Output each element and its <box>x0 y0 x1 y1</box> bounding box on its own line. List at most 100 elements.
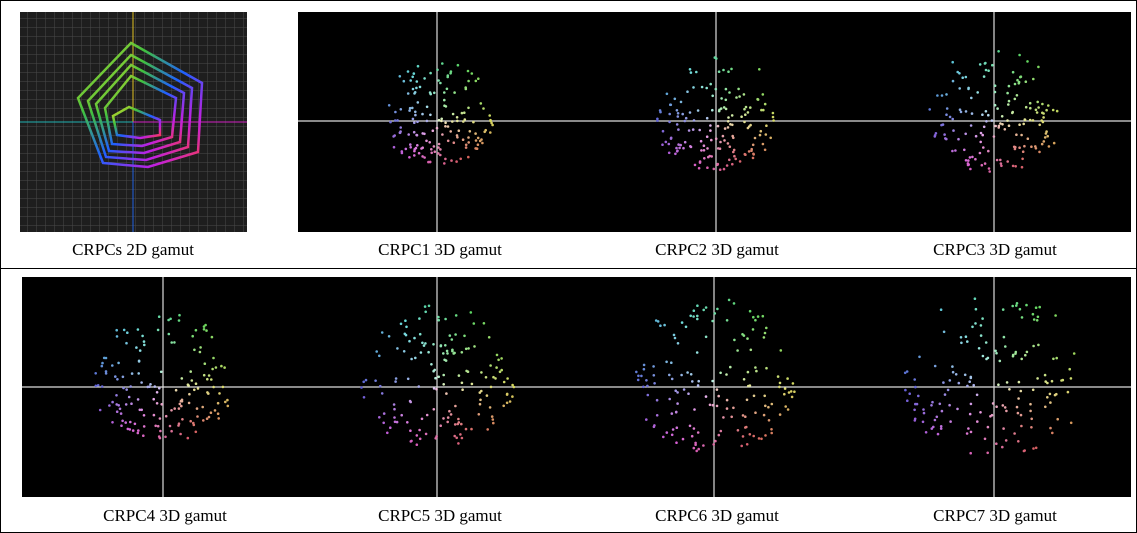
point <box>1042 112 1045 115</box>
point <box>482 322 486 325</box>
point <box>423 77 426 80</box>
point <box>1054 314 1057 317</box>
point <box>405 325 408 329</box>
point <box>1046 396 1049 399</box>
point <box>1042 116 1045 119</box>
point <box>121 375 125 379</box>
point <box>481 141 484 145</box>
point <box>712 443 715 446</box>
point <box>467 136 470 139</box>
point <box>983 437 987 441</box>
point <box>393 119 397 122</box>
point <box>1014 145 1017 149</box>
point <box>945 113 948 116</box>
point <box>149 383 152 386</box>
point <box>744 105 748 109</box>
point <box>696 314 699 318</box>
point <box>189 370 192 373</box>
point <box>214 366 218 369</box>
point <box>424 310 428 314</box>
point <box>986 425 990 429</box>
point <box>115 410 119 414</box>
point <box>738 160 742 163</box>
point <box>924 431 928 434</box>
point <box>1017 440 1020 443</box>
point <box>446 420 450 424</box>
point <box>999 162 1003 165</box>
point <box>938 402 942 406</box>
point <box>457 129 461 132</box>
point <box>984 110 988 113</box>
point <box>984 341 988 344</box>
point <box>1029 106 1032 110</box>
point <box>409 146 413 149</box>
point <box>656 320 660 323</box>
point <box>709 124 712 127</box>
point <box>743 120 746 124</box>
point <box>467 106 470 110</box>
point <box>485 394 489 397</box>
point <box>437 118 441 122</box>
point <box>425 105 429 109</box>
point <box>968 380 971 384</box>
panel-3d-top <box>298 12 1131 232</box>
point <box>985 357 988 361</box>
point <box>196 387 200 390</box>
point <box>1000 164 1003 168</box>
point <box>994 349 997 353</box>
point <box>152 397 155 401</box>
point <box>223 366 226 369</box>
point <box>933 134 937 137</box>
point <box>957 381 961 385</box>
point <box>942 330 946 334</box>
point <box>675 146 678 150</box>
point <box>675 410 678 414</box>
point <box>979 334 983 337</box>
point <box>689 314 692 318</box>
point <box>394 380 397 383</box>
point <box>742 93 746 96</box>
point <box>977 347 981 350</box>
point <box>408 106 412 110</box>
point <box>940 94 944 97</box>
point <box>470 72 474 75</box>
point <box>936 432 940 436</box>
point <box>1047 145 1051 148</box>
point <box>746 111 750 114</box>
point <box>457 374 461 377</box>
point <box>417 151 421 155</box>
point <box>677 143 680 146</box>
point <box>410 357 413 361</box>
point <box>129 420 132 424</box>
point <box>655 398 659 402</box>
point <box>726 142 730 145</box>
point <box>939 427 943 430</box>
point <box>1038 150 1041 154</box>
point <box>408 109 411 112</box>
point <box>479 398 482 402</box>
point <box>506 377 509 380</box>
point <box>436 68 439 72</box>
point <box>442 417 445 420</box>
point <box>913 417 917 421</box>
point <box>117 361 120 365</box>
point <box>460 381 464 385</box>
point <box>1025 303 1028 307</box>
point <box>974 134 978 138</box>
point <box>684 116 688 120</box>
point <box>462 120 465 123</box>
point <box>155 391 159 394</box>
point <box>154 424 157 428</box>
point <box>124 403 128 406</box>
point <box>721 134 725 138</box>
point <box>1011 354 1015 358</box>
point <box>958 87 961 90</box>
point <box>463 111 466 114</box>
point <box>406 70 410 73</box>
point <box>427 350 430 354</box>
point <box>679 100 683 104</box>
point <box>724 98 728 102</box>
point <box>732 302 736 305</box>
point <box>645 418 648 421</box>
point <box>744 426 747 429</box>
